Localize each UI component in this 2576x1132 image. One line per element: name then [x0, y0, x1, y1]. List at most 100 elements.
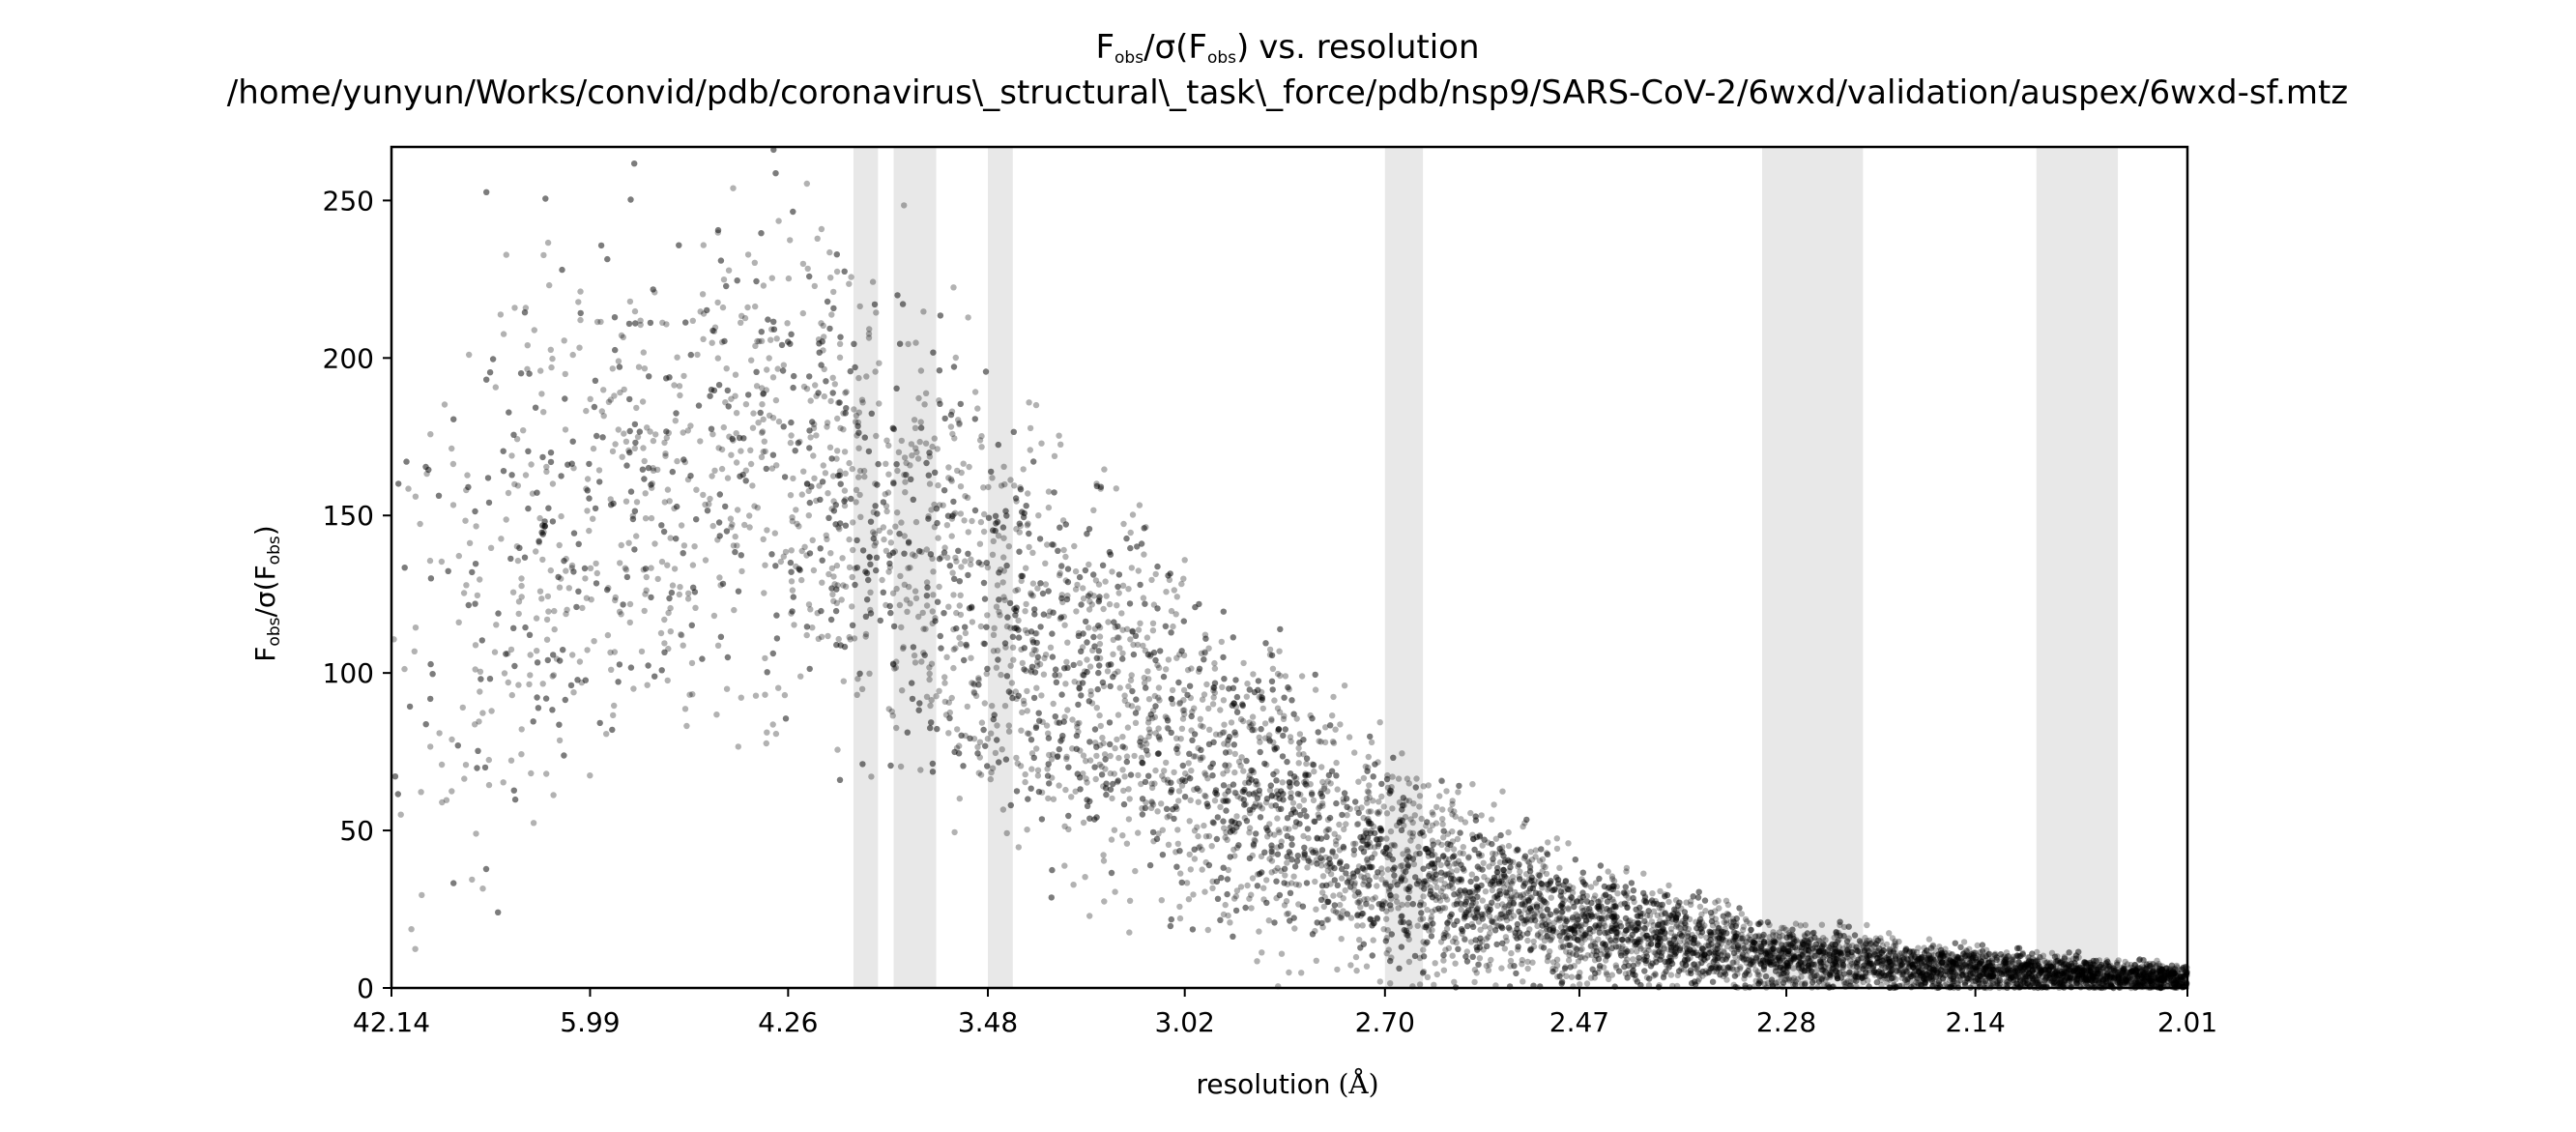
data-point — [2048, 949, 2056, 956]
data-point — [970, 688, 977, 695]
data-point — [1974, 973, 1982, 981]
data-point — [449, 445, 455, 452]
data-point — [1784, 947, 1792, 955]
data-point — [1125, 786, 1132, 793]
data-point — [1035, 512, 1042, 519]
data-point — [455, 619, 462, 625]
data-point — [1671, 913, 1678, 919]
data-point — [777, 558, 785, 566]
data-point — [1586, 925, 1594, 933]
data-point — [1143, 524, 1149, 531]
data-point — [1011, 482, 1018, 489]
data-point — [735, 743, 741, 750]
data-point — [1112, 744, 1118, 752]
data-point — [915, 394, 922, 402]
data-point — [2055, 957, 2062, 964]
data-point — [1583, 980, 1591, 987]
data-point — [1032, 401, 1040, 409]
data-point — [2135, 981, 2142, 988]
data-point — [853, 486, 860, 493]
data-point — [1268, 845, 1276, 853]
data-point — [1564, 942, 1571, 948]
data-point — [1547, 948, 1553, 955]
data-point — [1864, 957, 1870, 964]
data-point — [2066, 977, 2072, 984]
data-point — [2026, 970, 2033, 976]
data-point — [1032, 630, 1039, 637]
data-point — [1050, 796, 1057, 802]
data-point — [2156, 968, 2163, 975]
data-point — [843, 389, 850, 395]
data-point — [1978, 958, 1985, 965]
ice-ring-band — [853, 147, 879, 988]
data-point — [1561, 921, 1569, 928]
data-point — [1119, 650, 1126, 656]
data-point — [1244, 681, 1251, 687]
data-point — [1703, 934, 1710, 941]
data-point — [935, 481, 941, 489]
data-point — [1291, 925, 1298, 932]
data-point — [2136, 971, 2143, 978]
data-point — [1835, 957, 1842, 964]
data-point — [1496, 858, 1504, 866]
data-point — [549, 673, 556, 680]
data-point — [1406, 829, 1414, 836]
data-point — [1732, 937, 1739, 943]
data-point — [2042, 959, 2049, 967]
data-point — [1935, 981, 1943, 988]
data-point — [946, 714, 953, 722]
data-point — [664, 486, 672, 493]
data-point — [1680, 928, 1687, 936]
data-point — [1001, 596, 1008, 603]
data-point — [883, 460, 889, 467]
data-point — [1489, 918, 1495, 925]
data-point — [2144, 963, 2151, 971]
data-point — [637, 321, 644, 329]
data-point — [1529, 885, 1537, 892]
data-point — [911, 417, 918, 423]
data-point — [1950, 960, 1956, 967]
data-point — [697, 438, 704, 445]
data-point — [1486, 863, 1492, 870]
data-point — [688, 659, 696, 667]
data-point — [622, 498, 630, 505]
data-point — [1093, 480, 1100, 487]
data-point — [1818, 921, 1826, 928]
data-point — [1676, 939, 1684, 945]
data-point — [1413, 775, 1420, 782]
data-point — [1123, 840, 1131, 847]
data-point — [661, 616, 668, 624]
data-point — [866, 670, 873, 677]
data-point — [2038, 967, 2044, 974]
data-point — [1479, 842, 1486, 849]
data-point — [1780, 945, 1787, 952]
data-point — [761, 590, 767, 596]
data-point — [2092, 963, 2098, 971]
data-point — [2103, 972, 2110, 980]
data-point — [1699, 924, 1706, 931]
data-point — [1747, 943, 1753, 951]
data-point — [1996, 979, 2004, 987]
data-point — [803, 552, 810, 559]
data-point — [782, 715, 790, 722]
data-point — [2180, 981, 2186, 988]
data-point — [1432, 906, 1439, 914]
data-point — [1775, 978, 1781, 986]
data-point — [630, 685, 637, 692]
data-point — [752, 692, 760, 699]
data-point — [1599, 924, 1606, 932]
data-point — [1946, 950, 1953, 957]
data-point — [2073, 965, 2080, 972]
data-point — [1790, 954, 1798, 961]
data-point — [1474, 885, 1482, 893]
data-point — [680, 542, 688, 549]
data-point — [2112, 968, 2120, 974]
data-point — [2014, 972, 2021, 978]
data-point — [518, 582, 525, 590]
data-point — [626, 600, 634, 608]
data-point — [1803, 938, 1810, 944]
data-point — [1013, 526, 1020, 533]
data-point — [821, 392, 827, 400]
data-point — [1658, 949, 1665, 957]
data-point — [1145, 726, 1153, 733]
